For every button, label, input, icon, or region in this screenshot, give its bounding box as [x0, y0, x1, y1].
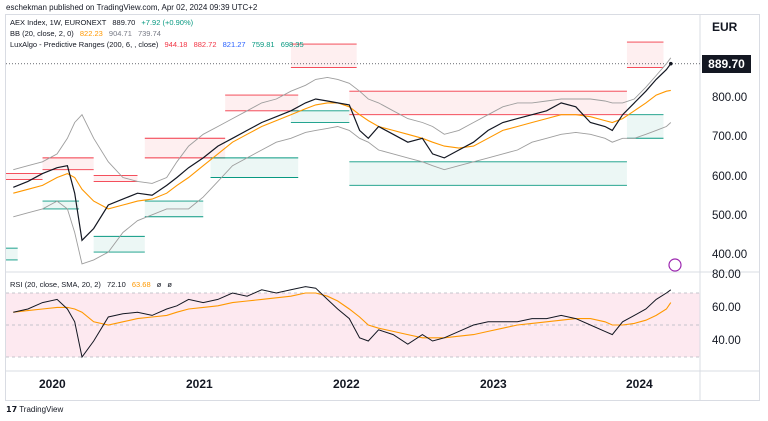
alert-icon: [668, 258, 682, 272]
legend-rsi-x1: ø: [156, 280, 162, 289]
range-zone: [144, 138, 226, 158]
legend-lux-avg: 821.27: [222, 40, 246, 49]
series-bb-lower: [13, 122, 672, 265]
legend-lux[interactable]: LuxAlgo - Predictive Ranges (200, 6, , c…: [10, 40, 308, 50]
range-zone: [93, 236, 145, 253]
range-zone: [42, 157, 94, 170]
range-zone: [6, 248, 18, 260]
legend-price: 889.70: [112, 18, 136, 27]
legend-rsi-value: 72.10: [106, 280, 126, 289]
last-price-dot: [668, 61, 673, 66]
currency-label[interactable]: EUR: [712, 20, 738, 34]
legend-symbol: AEX Index, 1W, EURONEXT: [10, 18, 107, 27]
legend-bb-lower: 739.74: [137, 29, 161, 38]
legend-rsi-x2: ø: [167, 280, 172, 289]
legend-lux-s1: 759.81: [251, 40, 275, 49]
price-tick: 600.00: [712, 171, 748, 183]
legend-lux-s2: 698.35: [280, 40, 304, 49]
range-zone: [42, 201, 80, 209]
legend-main[interactable]: AEX Index, 1W, EURONEXT 889.70 +7.92 (+0…: [10, 18, 197, 28]
legend-change: +7.92 (+0.90%): [141, 18, 194, 27]
rsi-tick: 60.00: [712, 302, 741, 314]
legend-rsi[interactable]: RSI (20, close, SMA, 20, 2) 72.10 63.68 …: [10, 280, 176, 290]
price-tick: 500.00: [712, 210, 748, 222]
range-zone: [349, 161, 627, 186]
range-zone: [626, 42, 664, 68]
legend-rsi-label: RSI (20, close, SMA, 20, 2): [10, 280, 101, 289]
price-tick: 700.00: [712, 131, 748, 143]
brand-label: TradingView: [19, 405, 64, 414]
series-bb-upper: [13, 57, 672, 184]
x-tick: 2022: [333, 377, 360, 391]
tradingview-logo[interactable]: 𝟭𝟳 TradingView: [6, 405, 63, 414]
legend-bb-label: BB (20, close, 2, 0): [10, 29, 74, 38]
range-zone: [93, 175, 138, 182]
legend-lux-r2: 944.18: [164, 40, 188, 49]
rsi-tick: 80.00: [712, 269, 741, 281]
price-tick: 400.00: [712, 249, 748, 261]
x-tick: 2024: [626, 377, 653, 391]
series-aex-index: [13, 63, 672, 242]
legend-lux-label: LuxAlgo - Predictive Ranges (200, 6, , c…: [10, 40, 159, 49]
range-zone: [6, 173, 43, 180]
x-tick: 2023: [480, 377, 507, 391]
chart-frame: [5, 14, 760, 401]
legend-bb-basis: 822.23: [79, 29, 103, 38]
range-zone: [349, 91, 627, 115]
price-tick: 800.00: [712, 92, 748, 104]
x-tick: 2020: [39, 377, 66, 391]
x-tick: 2021: [186, 377, 213, 391]
legend-bb-upper: 904.71: [108, 29, 132, 38]
publish-caption: eschekman published on TradingView.com, …: [6, 3, 258, 12]
current-price-tag: 889.70: [702, 55, 751, 73]
range-zone: [210, 157, 299, 178]
range-zone: [290, 110, 350, 123]
legend-rsi-ma: 63.68: [131, 280, 151, 289]
series-rsi-ma: [13, 292, 672, 339]
tradingview-icon: 𝟭𝟳: [6, 405, 18, 414]
series-bb-basis: [13, 89, 671, 210]
range-zone: [290, 44, 357, 68]
legend-bb[interactable]: BB (20, close, 2, 0) 822.23 904.71 739.7…: [10, 29, 165, 39]
rsi-tick: 40.00: [712, 335, 741, 347]
series-rsi: [13, 286, 672, 359]
legend-lux-r1: 882.72: [193, 40, 217, 49]
range-zone: [626, 114, 664, 139]
